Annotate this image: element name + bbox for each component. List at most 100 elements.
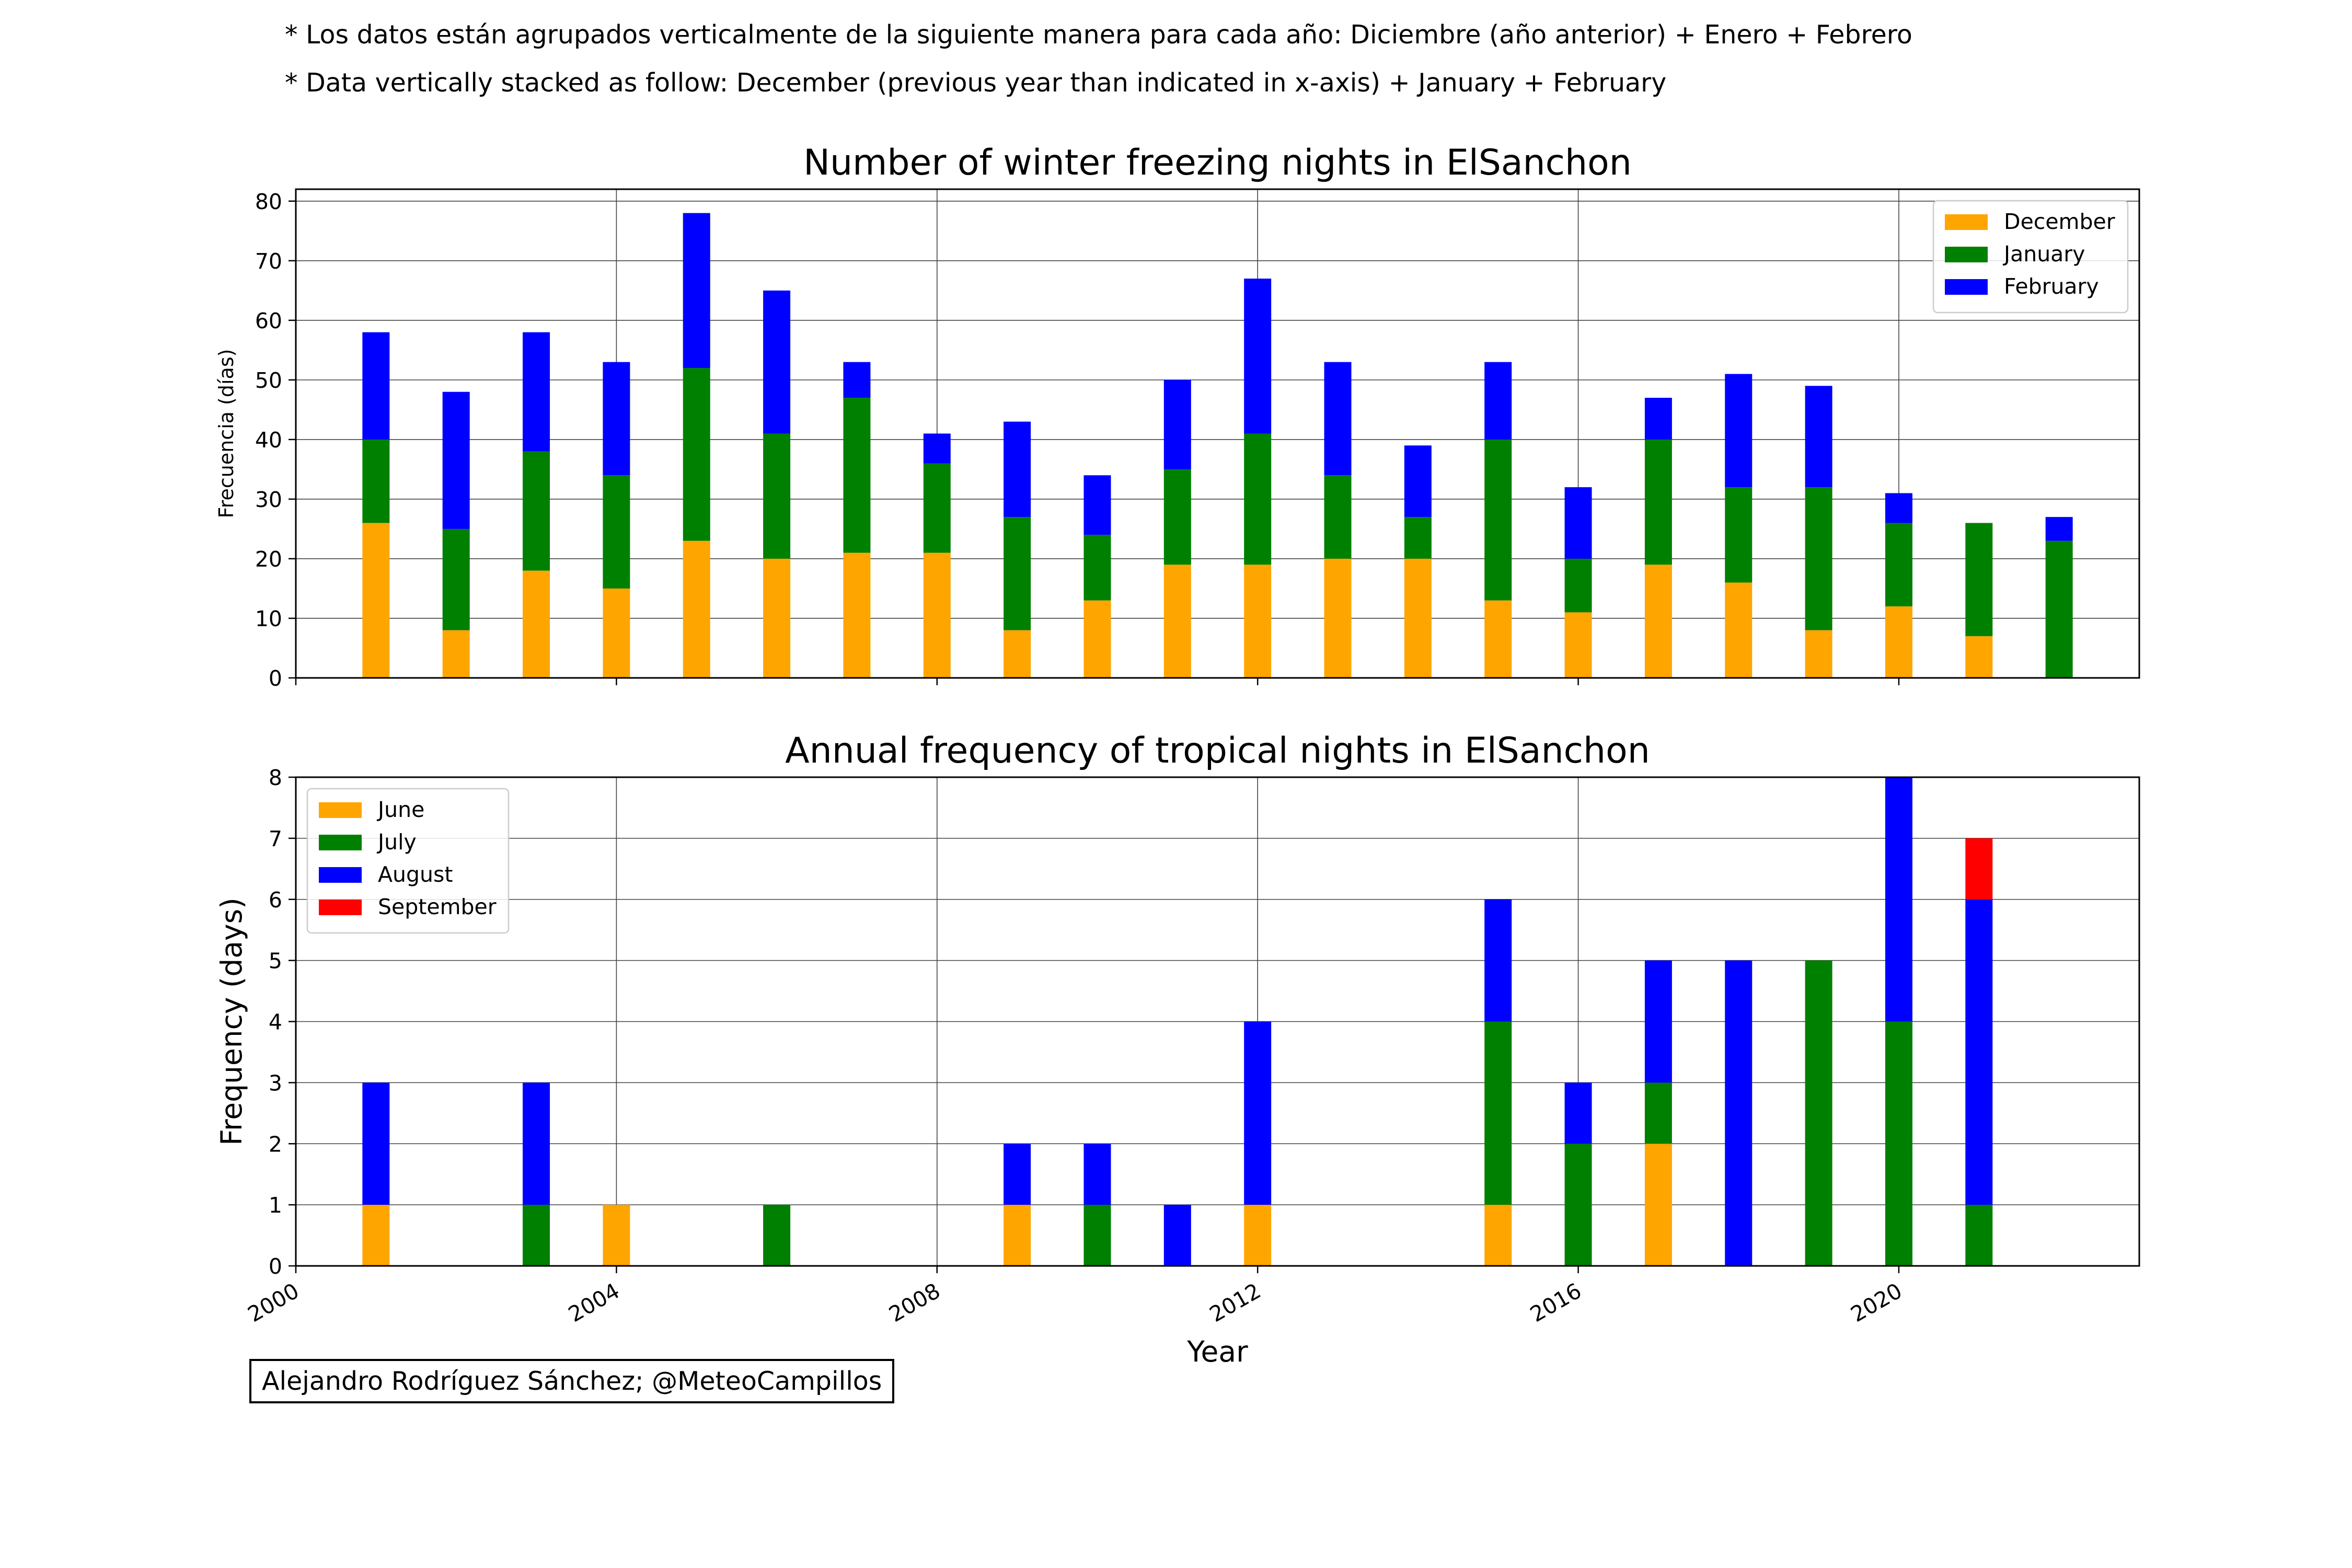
freezing-bar-january-2016: [1564, 558, 1592, 613]
freezing-bar-january-2005: [683, 368, 710, 541]
freezing-bar-january-2010: [1083, 535, 1111, 601]
freezing-bar-december-2017: [1644, 564, 1672, 678]
tropical-bar-august-2010: [1083, 1144, 1111, 1205]
tropical-bar-july-2006: [763, 1205, 791, 1266]
freezing-bar-december-2005: [683, 540, 710, 678]
freezing-bar-december-2001: [362, 523, 390, 678]
tropical-legend-label-july: July: [376, 829, 417, 855]
freezing-ytick-label: 80: [255, 189, 282, 214]
freezing-bar-february-2005: [683, 213, 710, 368]
freezing-bar-february-2007: [843, 362, 871, 398]
tropical-legend-label-june: June: [376, 797, 424, 822]
freezing-legend-label-february: February: [2004, 274, 2099, 299]
freezing-bar-january-2008: [923, 463, 951, 553]
tropical-legend-label-august: August: [378, 862, 453, 887]
tropical-ytick-label: 4: [269, 1010, 282, 1035]
tropical-bar-july-2016: [1564, 1144, 1592, 1266]
freezing-bar-february-2015: [1484, 362, 1512, 440]
freezing-bar-december-2014: [1404, 558, 1432, 678]
tropical-xtick-label: 2020: [1847, 1278, 1906, 1327]
freezing-bar-january-2022: [2045, 540, 2073, 678]
freezing-bar-december-2020: [1885, 606, 1912, 678]
tropical-bar-june-2004: [603, 1205, 630, 1266]
freezing-legend-label-december: December: [2004, 209, 2115, 234]
tropical-bar-september-2021: [1965, 838, 1993, 900]
tropical-bar-june-2017: [1644, 1144, 1672, 1266]
freezing-ytick-label: 40: [255, 428, 282, 453]
tropical-ylabel: Frequency (days): [215, 897, 248, 1145]
tropical-xlabel: Year: [1186, 1335, 1248, 1368]
freezing-chart: 0 10 20 30 40 50 60 70 80 Number of winter freezi…: [215, 142, 2140, 691]
tropical-bar-july-2003: [523, 1205, 550, 1266]
tropical-bar-july-2017: [1644, 1082, 1672, 1144]
tropical-bar-august-2018: [1725, 960, 1753, 1266]
tropical-legend-label-september: September: [378, 894, 497, 919]
freezing-bar-january-2001: [362, 439, 390, 523]
freezing-bar-december-2015: [1484, 600, 1512, 678]
freezing-title: Number of winter freezing nights in ElSa…: [803, 142, 1632, 183]
freezing-bar-january-2018: [1725, 487, 1753, 583]
tropical-xtick-label: 2016: [1526, 1278, 1585, 1327]
freezing-legend-label-january: January: [2002, 241, 2085, 267]
tropical-bar-june-2001: [362, 1205, 390, 1266]
tropical-legend: [306, 788, 510, 934]
tropical-legend-swatch-june: [319, 802, 362, 818]
freezing-bar-december-2007: [843, 552, 871, 678]
freezing-bar-december-2008: [923, 552, 951, 678]
freezing-bar-january-2021: [1965, 523, 1993, 637]
freezing-bar-december-2021: [1965, 636, 1993, 678]
freezing-bar-january-2007: [843, 398, 871, 553]
freezing-legend-swatch-january: [1945, 247, 1988, 262]
tropical-bar-august-2015: [1484, 899, 1512, 1022]
freezing-bar-february-2014: [1404, 445, 1432, 517]
freezing-ytick-label: 70: [255, 249, 282, 274]
tropical-bar-june-2015: [1484, 1205, 1512, 1266]
freezing-legend-swatch-february: [1945, 279, 1988, 295]
tropical-bar-august-2017: [1644, 960, 1672, 1083]
tropical-legend-swatch-july: [319, 835, 362, 850]
freezing-bar-december-2011: [1163, 564, 1191, 678]
freezing-bar-february-2011: [1163, 379, 1191, 469]
freezing-ytick-label: 30: [255, 487, 282, 512]
tropical-xtick-label: 2008: [885, 1278, 944, 1327]
tropical-chart: 0 1 2 3 4 5 6 7 8 2000 2004 2008 2012 2016 2020 Annual …: [215, 730, 2140, 1368]
tropical-bar-july-2021: [1965, 1205, 1993, 1266]
freezing-bar-december-2004: [603, 588, 630, 678]
tropical-bar-august-2003: [523, 1082, 550, 1205]
tropical-bar-august-2001: [362, 1082, 390, 1205]
tropical-bar-july-2020: [1885, 1021, 1912, 1266]
freezing-bar-january-2003: [523, 451, 550, 571]
freezing-bar-february-2013: [1324, 362, 1352, 476]
tropical-ytick-label: 6: [269, 887, 282, 913]
freezing-bar-january-2009: [1004, 517, 1031, 630]
freezing-bar-february-2017: [1644, 398, 1672, 440]
freezing-bar-january-2002: [442, 528, 470, 630]
freezing-ylabel: Frecuencia (días): [215, 349, 238, 518]
tropical-bar-august-2021: [1965, 899, 1993, 1205]
tropical-title: Annual frequency of tropical nights in E…: [785, 730, 1650, 771]
tropical-bar-july-2019: [1805, 960, 1832, 1266]
tropical-bar-august-2009: [1004, 1144, 1031, 1205]
freezing-bar-february-2008: [923, 433, 951, 464]
freezing-bar-january-2006: [763, 433, 791, 559]
tropical-bar-july-2015: [1484, 1021, 1512, 1205]
tropical-xtick-label: 2012: [1205, 1278, 1265, 1327]
freezing-bar-january-2012: [1244, 433, 1272, 565]
freezing-bar-february-2018: [1725, 374, 1753, 488]
tropical-bar-june-2012: [1244, 1205, 1272, 1266]
freezing-bar-february-2009: [1004, 421, 1031, 517]
freezing-bar-december-2013: [1324, 558, 1352, 678]
freezing-bar-january-2015: [1484, 439, 1512, 601]
note-spanish: * Los datos están agrupados verticalment…: [285, 20, 1912, 50]
freezing-bar-february-2001: [362, 332, 390, 440]
freezing-ytick-label: 10: [255, 606, 282, 631]
tropical-xtick-label: 2000: [244, 1278, 303, 1327]
credit-box: Alejandro Rodríguez Sánchez; @MeteoCampi…: [249, 1359, 895, 1403]
tropical-ytick-label: 7: [269, 826, 282, 851]
freezing-ytick-label: 0: [269, 666, 282, 691]
freezing-bar-december-2003: [523, 570, 550, 678]
tropical-ytick-label: 5: [269, 949, 282, 974]
freezing-bar-december-2012: [1244, 564, 1272, 678]
freezing-bar-december-2016: [1564, 612, 1592, 678]
